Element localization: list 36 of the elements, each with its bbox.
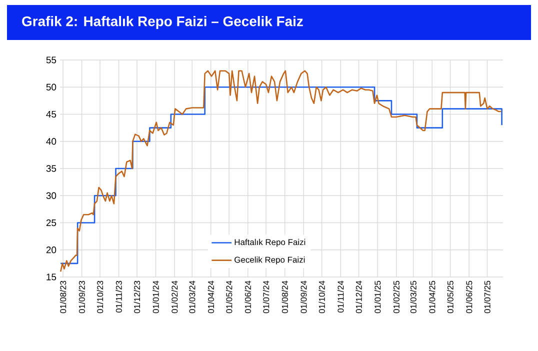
x-tick-label: 01/02/24 (171, 280, 178, 314)
legend-label: Gecelik Repo Faizi (234, 256, 305, 264)
y-tick-label: 20 (46, 246, 56, 254)
x-tick-label: 01/11/23 (116, 280, 122, 313)
x-tick-label: 01/07/24 (262, 280, 270, 314)
x-tick-label: 01/06/24 (244, 280, 251, 314)
x-tick-label: 01/03/24 (189, 280, 196, 314)
x-tick-label: 01/03/25 (410, 280, 416, 314)
x-tick-label: 01/04/24 (208, 280, 214, 314)
x-tick-label: 01/01/25 (374, 280, 381, 314)
x-tick-label: 01/09/24 (300, 280, 307, 314)
y-tick-label: 55 (46, 56, 56, 64)
x-tick-label: 01/04/25 (428, 280, 436, 314)
y-tick-label: 35 (46, 165, 56, 172)
x-tick-label: 01/11/24 (337, 280, 344, 313)
y-tick-label: 40 (46, 138, 56, 145)
x-tick-label: 01/05/25 (447, 280, 454, 314)
x-tick-label: 01/07/25 (484, 280, 490, 314)
legend-label: Haftalık Repo Faizi (234, 238, 306, 247)
x-tick-label: 01/08/24 (282, 280, 288, 314)
x-tick-label: 01/06/25 (466, 280, 472, 314)
y-tick-label: 30 (46, 192, 56, 199)
x-tick-label: 01/10/24 (318, 280, 325, 314)
y-tick-label: 45 (46, 110, 56, 118)
x-tick-label: 01/01/24 (152, 280, 159, 314)
chart-title: Grafik 2: Haftalık Repo Faizi – Gecelik Faiz (22, 16, 303, 29)
y-tick-label: 15 (46, 274, 56, 280)
x-tick-label: 01/12/23 (134, 280, 140, 314)
x-tick-label: 01/08/23 (60, 280, 66, 314)
x-tick-label: 01/10/23 (96, 280, 104, 314)
y-tick-label: 50 (46, 84, 56, 90)
x-tick-label: 01/12/24 (356, 280, 362, 314)
y-tick-label: 25 (46, 219, 56, 226)
x-tick-label: 01/05/24 (226, 280, 232, 314)
x-tick-label: 01/02/25 (393, 280, 400, 314)
x-tick-label: 01/09/23 (78, 280, 85, 314)
